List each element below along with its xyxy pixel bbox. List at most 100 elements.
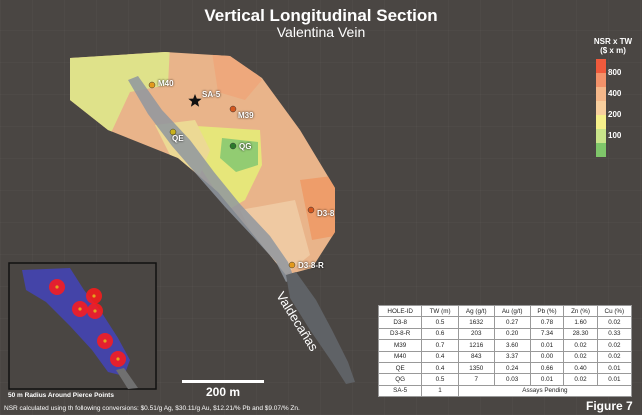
legend-color-bar [596,59,606,157]
inset-river [116,368,138,389]
legend-tick-100: 100 [608,131,622,140]
legend-tick-400: 400 [608,89,622,98]
table-row-pending: SA-5 1 Assays Pending [377,384,633,398]
pierce-point-label: SA-5 [202,90,221,99]
table-cell: 0.27 [493,316,531,329]
table-cell: 0.02 [596,350,633,363]
zone-green [220,138,258,172]
figure-number: Figure 7 [586,399,633,413]
table-cell: 0.7 [421,339,459,352]
table-cell: 0.02 [563,339,598,352]
legend-swatch [596,115,606,129]
table-cell: 0.33 [596,327,633,341]
table-row: M39 0.7 1216 3.60 0.01 0.02 0.02 [377,339,633,352]
pierce-point-label: D3-8-R [298,261,324,270]
table-cell: 0.02 [563,350,598,363]
table-cell: 843 [457,350,495,363]
table-cell: 0.5 [421,316,459,329]
pierce-point-marker [229,105,237,113]
table-cell: 0.02 [563,373,598,386]
col-tw: TW (m) [421,304,459,318]
figure-title: Vertical Longitudinal Section [204,6,438,25]
table-cell: 7 [457,373,495,386]
river-channel [286,272,355,384]
table-cell: M40 [377,350,423,363]
pierce-point-label: M39 [238,111,254,120]
assays-pending-note: Assays Pending [457,384,633,398]
legend-swatch [596,129,606,143]
table-cell: 28.30 [563,327,598,341]
table-cell: M39 [377,339,423,352]
legend-swatch [596,87,606,101]
table-row: D3-8-R 0.6 203 0.20 7.34 28.30 0.33 [377,327,633,341]
table-row: D3-8 0.5 1632 0.27 0.78 1.60 0.02 [377,316,633,329]
pierce-point-marker [307,206,315,214]
col-hole-id: HOLE-ID [377,304,423,318]
table-cell: 0.01 [529,339,565,352]
table-cell: 203 [457,327,495,341]
table-cell: 0.5 [421,373,459,386]
col-cu: Cu (%) [596,304,633,318]
table-cell: 3.60 [493,339,531,352]
table-cell: 0.78 [529,316,565,329]
legend-heading-line1: NSR x TW [593,37,633,46]
assay-body: D3-8 0.5 1632 0.27 0.78 1.60 0.02 D3-8-R 0.6 203 0… [377,316,633,398]
col-au: Au (g/t) [493,304,531,318]
table-cell: 0.6 [421,327,459,341]
inset-pierce-point [93,309,97,313]
inset-vein [22,268,130,376]
table-cell: 0.66 [529,361,565,375]
assay-table: HOLE-ID TW (m) Ag (g/t) Au (g/t) Pb (%) … [377,304,633,398]
table-cell: 0.01 [529,373,565,386]
legend-swatch [596,73,606,87]
pierce-point-label: QE [172,134,184,143]
pierce-point-label: M40 [158,79,174,88]
pierce-point-label: QG [239,142,252,151]
legend-tick-200: 200 [608,110,622,119]
table-cell: 0.4 [421,350,459,363]
legend-heading-line2: ($ x m) [600,46,626,55]
legend-swatch [596,143,606,157]
table-cell: 0.00 [529,350,565,363]
col-zn: Zn (%) [563,304,598,318]
nsr-footnote: NSR calculated using th following conver… [4,405,300,412]
table-cell: 1 [421,384,459,398]
table-cell: 7.34 [529,327,565,341]
table-cell: 3.37 [493,350,531,363]
legend-swatch [596,101,606,115]
inset-caption: 50 m Radius Around Pierce Points [8,392,114,399]
col-ag: Ag (g/t) [457,304,495,318]
table-cell: QE [377,361,423,375]
inset-pierce-point [116,357,120,361]
table-row: QE 0.4 1350 0.24 0.66 0.40 0.01 [377,361,633,375]
table-row: M40 0.4 843 3.37 0.00 0.02 0.02 [377,350,633,363]
zone-orange-right [300,175,335,240]
table-cell: 0.20 [493,327,531,341]
pierce-point-label: D3-8 [317,209,335,218]
scale-bar [182,380,264,383]
legend [596,59,606,157]
table-cell: 0.01 [596,373,633,386]
table-cell: 0.01 [596,361,633,375]
table-cell: SA-5 [377,384,423,398]
table-cell: 0.02 [596,316,633,329]
inset-pierce-point [92,294,96,298]
assay-header-row: HOLE-ID TW (m) Ag (g/t) Au (g/t) Pb (%) … [377,304,633,318]
zone-yellow-upper [70,52,170,135]
table-cell: 1632 [457,316,495,329]
scale-label: 200 m [205,385,241,399]
table-cell: 1350 [457,361,495,375]
table-cell: 1216 [457,339,495,352]
figure-subtitle: Valentina Vein [276,24,366,40]
pierce-point-marker [169,128,177,136]
grade-contour-shell [70,52,335,275]
table-cell: 0.4 [421,361,459,375]
zone-orange-top [212,52,262,100]
vein-trace [128,76,294,282]
pierce-point-marker [148,81,156,89]
star-icon [188,94,202,107]
inset-pierce-point [103,339,107,343]
pierce-point-marker [288,261,296,269]
